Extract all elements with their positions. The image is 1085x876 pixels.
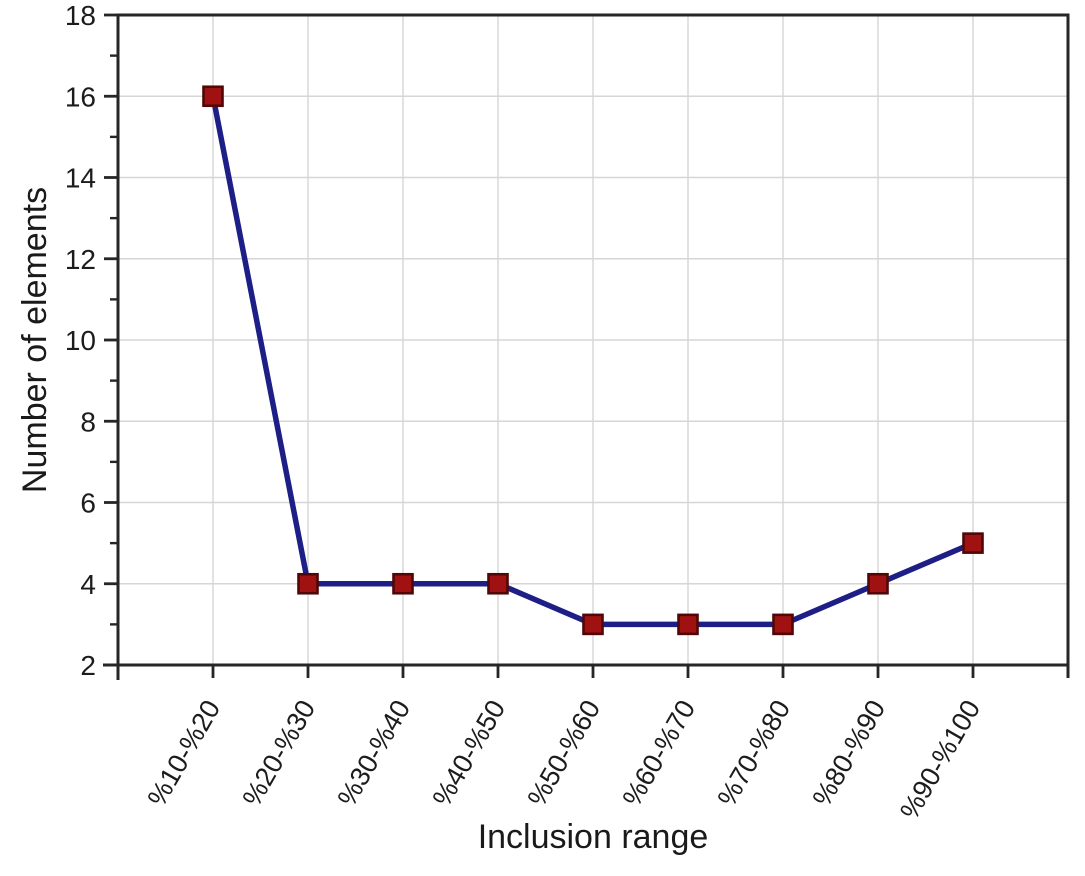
data-point-marker: [297, 572, 319, 595]
data-point-marker: [487, 572, 509, 595]
x-tick-label: %40-%50: [427, 695, 512, 811]
data-point-marker: [772, 613, 794, 636]
x-tick-label: %50-%60: [522, 695, 607, 811]
data-point-marker: [677, 613, 699, 636]
y-tick-label: 16: [65, 81, 96, 112]
y-tick-label: 6: [80, 488, 96, 519]
x-tick-label: %60-%70: [617, 695, 702, 811]
x-tick-label: %20-%30: [237, 695, 322, 811]
y-tick-label: 18: [65, 0, 96, 31]
x-tick-label: %70-%80: [712, 695, 797, 811]
axes-frame: [103, 13, 1070, 680]
y-tick-label: 2: [80, 650, 96, 681]
y-tick-label: 4: [80, 569, 96, 600]
x-tick-label: %80-%90: [807, 695, 892, 811]
data-point-marker: [582, 613, 604, 636]
y-tick-label: 10: [65, 325, 96, 356]
y-axis-title: Number of elements: [16, 187, 54, 493]
data-point-marker: [962, 532, 984, 554]
y-tick-label: 14: [65, 163, 96, 194]
data-series: [202, 85, 984, 636]
x-tick-label: %10-%20: [142, 695, 227, 811]
y-tick-label: 12: [65, 244, 96, 275]
data-point-marker: [202, 85, 224, 108]
tick-labels: 2 4 6 8 10 12 14 16 18 %10-%20 %20-%30 %30-%40 %40-%…: [65, 0, 986, 824]
x-axis-title: Inclusion range: [478, 818, 709, 856]
data-point-marker: [392, 572, 414, 595]
x-tick-label: %90-%100: [894, 695, 986, 824]
y-tick-label: 8: [80, 406, 96, 437]
gridlines: [118, 15, 1068, 665]
data-point-marker: [867, 572, 889, 595]
x-tick-label: %30-%40: [332, 695, 417, 811]
